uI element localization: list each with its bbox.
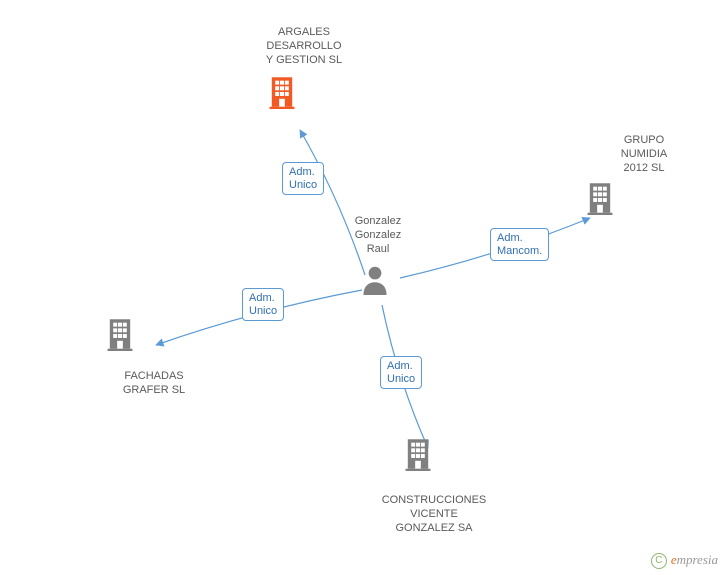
watermark: Cempresia [651, 552, 718, 569]
edge-label-argales: Adm. Unico [282, 162, 324, 195]
brand-rest: mpresia [677, 552, 718, 567]
copyright-icon: C [651, 553, 667, 569]
company-node-fachadas[interactable] [106, 317, 134, 351]
edge-label-numidia: Adm. Mancom. [490, 228, 549, 261]
edge-label-construcciones: Adm. Unico [380, 356, 422, 389]
company-label-argales: ARGALES DESARROLLO Y GESTION SL [244, 26, 364, 67]
company-node-argales[interactable] [268, 75, 296, 109]
edge-label-fachadas: Adm. Unico [242, 288, 284, 321]
company-node-construcciones[interactable] [404, 437, 432, 471]
diagram-canvas: ARGALES DESARROLLO Y GESTION SL Adm. Unic… [0, 0, 728, 575]
company-label-numidia: GRUPO NUMIDIA 2012 SL [584, 134, 704, 175]
company-label-construcciones: CONSTRUCCIONES VICENTE GONZALEZ SA [374, 494, 494, 535]
company-node-numidia[interactable] [586, 181, 614, 215]
person-node[interactable] [361, 265, 389, 295]
company-label-fachadas: FACHADAS GRAFER SL [94, 370, 214, 398]
person-label: Gonzalez Gonzalez Raul [343, 215, 413, 256]
